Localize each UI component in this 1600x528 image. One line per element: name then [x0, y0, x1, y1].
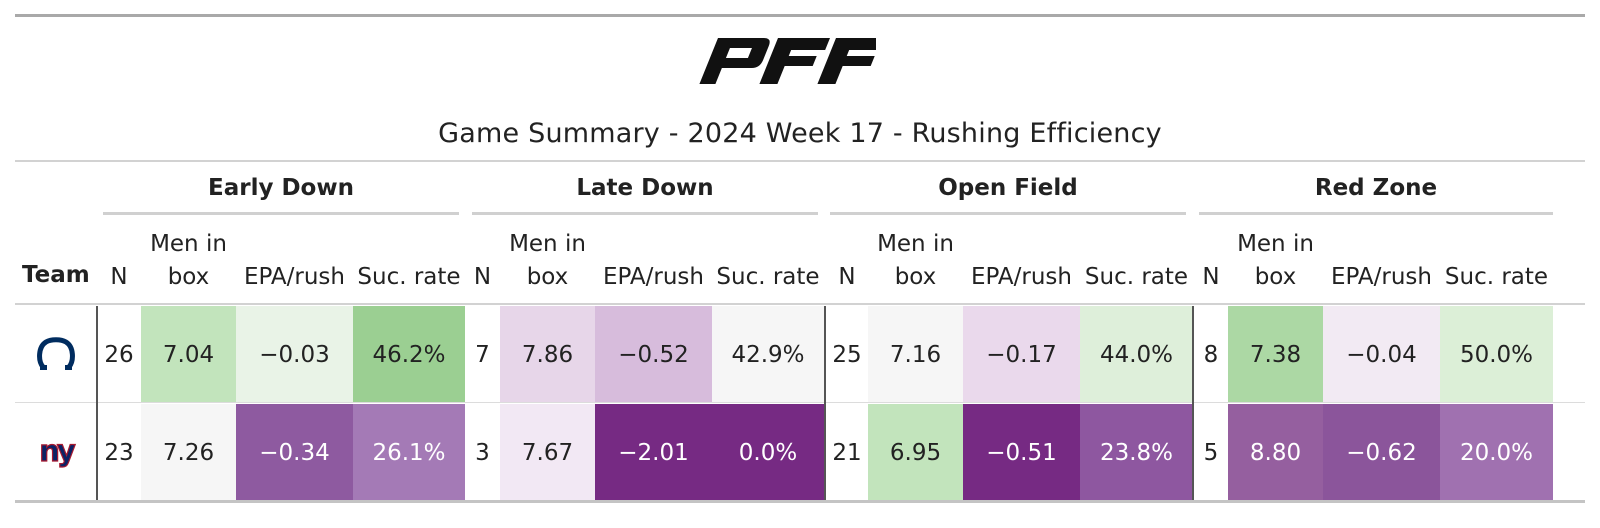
col-header-men-in-box: Men in [1237, 231, 1314, 257]
table-cell: 26.1% [353, 404, 465, 501]
group-late-down: Late Down [576, 175, 714, 201]
table-cell: 42.9% [712, 306, 824, 403]
table-cell: 7.67 [500, 404, 595, 501]
table-row-giants: ny 23 7.26 −0.34 26.1% 3 7.67 −2.01 0.0% 21 6.95−… [15, 404, 1585, 501]
col-header-men-in-box: Men in [509, 231, 586, 257]
table-cell: 7.16 [868, 306, 963, 403]
table-cell: −0.62 [1323, 404, 1440, 501]
col-header-suc: Suc. rate [357, 264, 461, 290]
team-logo-cell [15, 306, 97, 403]
col-header-men-in-box: box [1254, 264, 1297, 290]
table-cell: 20.0% [1440, 404, 1553, 501]
table-cell: −0.04 [1323, 306, 1440, 403]
svg-text:ny: ny [39, 436, 76, 468]
table-cell: 7.38 [1228, 306, 1323, 403]
header-rule [15, 303, 1585, 305]
group-underline [830, 212, 1186, 215]
col-header-epa: EPA/rush [602, 264, 704, 290]
table-cell: 7.04 [141, 306, 236, 403]
col-header-suc: Suc. rate [1444, 264, 1549, 290]
table-cell: 50.0% [1440, 306, 1553, 403]
table-cell: 3 [475, 439, 490, 466]
table-cell: −0.52 [595, 306, 712, 403]
team-column-header: Team [22, 262, 90, 288]
col-header-suc: Suc. rate [1084, 264, 1189, 290]
title-rule [15, 160, 1585, 162]
pff-logo [699, 38, 876, 84]
table-cell: 8 [1203, 341, 1219, 368]
table-cell: −2.01 [595, 404, 712, 501]
col-header-n: N [838, 264, 856, 290]
table-cell: 46.2% [353, 306, 465, 403]
column-divider [824, 306, 826, 500]
table-cell: 23.8% [1080, 404, 1193, 501]
top-rule [15, 14, 1585, 17]
table-cell: 8.80 [1228, 404, 1323, 501]
table-row-colts: 26 7.04 −0.03 46.2% 7 7.86 −0.52 42.9% 25 7.16 −0.… [15, 306, 1585, 403]
bottom-rule [15, 500, 1585, 503]
table-cell: 23 [104, 439, 134, 466]
table-cell: 44.0% [1080, 306, 1193, 403]
table-cell: −0.51 [963, 404, 1080, 501]
table-cell: 25 [832, 341, 862, 368]
col-header-suc: Suc. rate [716, 264, 820, 290]
col-header-epa: EPA/rush [970, 264, 1072, 290]
col-header-n: N [1202, 264, 1220, 290]
group-early-down: Early Down [208, 175, 354, 201]
table-cell: 7.86 [500, 306, 595, 403]
colts-horseshoe-icon [37, 336, 75, 370]
table-cell: 7.26 [141, 404, 236, 501]
group-underline [103, 212, 459, 215]
col-header-epa: EPA/rush [1330, 264, 1432, 290]
table-cell: 21 [832, 439, 862, 466]
col-header-n: N [110, 264, 128, 290]
group-underline [472, 212, 818, 215]
page-title: Game Summary - 2024 Week 17 - Rushing Ef… [438, 118, 1162, 149]
col-header-men-in-box: box [526, 264, 569, 290]
giants-ny-icon: ny [39, 436, 77, 469]
table-cell: 7 [475, 341, 490, 368]
col-header-men-in-box: box [894, 264, 937, 290]
table-cell: 26 [104, 341, 134, 368]
col-header-men-in-box: Men in [877, 231, 954, 257]
table-cell: −0.34 [236, 404, 353, 501]
table-cell: −0.17 [963, 306, 1080, 403]
table-cell: −0.03 [236, 306, 353, 403]
table-cell: 0.0% [712, 404, 824, 501]
col-header-n: N [473, 264, 492, 290]
row-separator [15, 402, 1585, 403]
column-divider [1192, 306, 1194, 500]
group-red-zone: Red Zone [1314, 175, 1438, 201]
group-underline [1199, 212, 1553, 215]
group-open-field: Open Field [938, 175, 1078, 201]
col-header-epa: EPA/rush [243, 264, 345, 290]
col-header-men-in-box: Men in [150, 231, 227, 257]
col-header-men-in-box: box [167, 264, 210, 290]
column-divider [96, 306, 98, 500]
table-cell: 6.95 [868, 404, 963, 501]
table-cell: 5 [1203, 439, 1219, 466]
team-logo-cell: ny [15, 404, 97, 501]
